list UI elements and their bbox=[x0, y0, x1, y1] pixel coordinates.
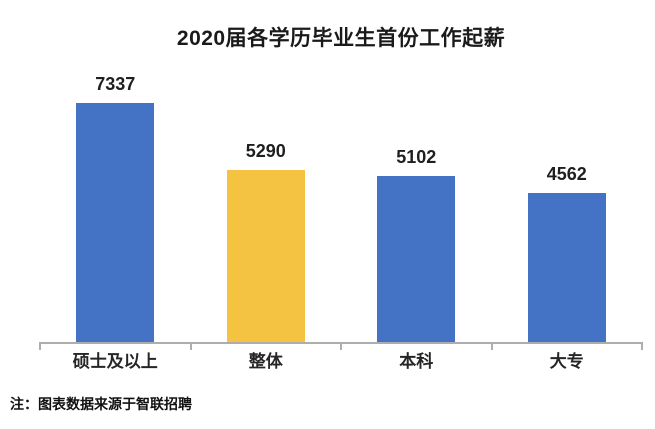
bar-group-本科: 5102 bbox=[341, 148, 492, 342]
chart-title: 2020届各学历毕业生首份工作起薪 bbox=[176, 27, 506, 50]
bar bbox=[76, 103, 155, 342]
plot-area: 7337 5290 5102 4562 bbox=[39, 75, 643, 350]
bar-value-label: 5102 bbox=[396, 147, 437, 167]
bar bbox=[226, 170, 305, 342]
x-axis-label: 本科 bbox=[399, 352, 434, 371]
x-axis-label: 整体 bbox=[248, 352, 283, 371]
x-axis-tick bbox=[340, 342, 342, 350]
x-axis-label: 硕士及以上 bbox=[72, 352, 158, 371]
x-axis-tick bbox=[39, 342, 41, 350]
bar-group-整体: 5290 bbox=[191, 142, 342, 342]
x-axis-tick bbox=[189, 342, 192, 350]
bar-group-硕士及以上: 7337 bbox=[40, 75, 191, 342]
bar-value-label: 4562 bbox=[546, 164, 587, 184]
x-axis-tick bbox=[490, 342, 493, 350]
x-axis-labels: 硕士及以上 整体 本科 大专 bbox=[40, 352, 642, 372]
bar-value-label: 5290 bbox=[245, 141, 286, 161]
bar-group-大专: 4562 bbox=[492, 165, 643, 342]
bar bbox=[377, 176, 456, 342]
bars-container: 7337 5290 5102 4562 bbox=[40, 75, 643, 342]
source-note: 注：图表数据来源于智联招聘 bbox=[10, 396, 192, 412]
x-axis-tick bbox=[641, 342, 643, 350]
x-axis-label: 大专 bbox=[549, 352, 584, 371]
bar-value-label: 7337 bbox=[95, 74, 136, 94]
bar bbox=[527, 193, 606, 342]
